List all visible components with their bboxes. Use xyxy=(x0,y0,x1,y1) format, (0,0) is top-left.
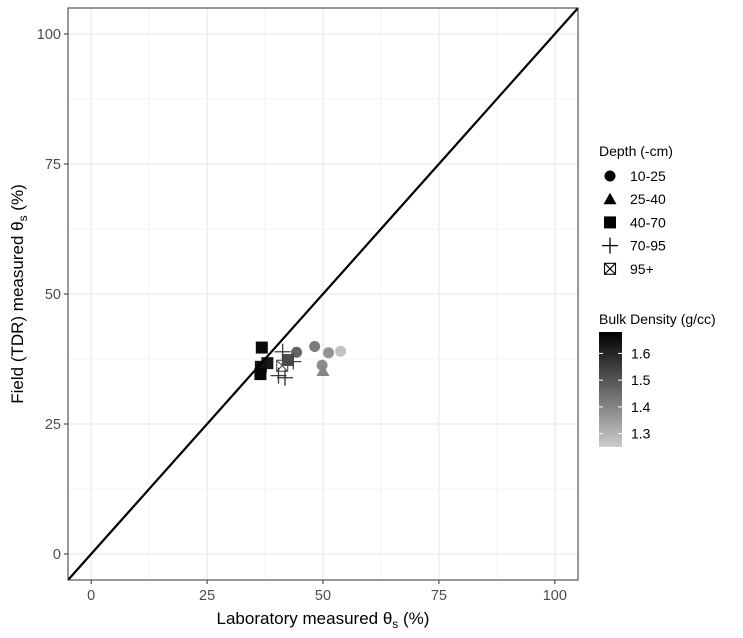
circle-marker xyxy=(323,347,335,359)
x-tick-label: 25 xyxy=(199,588,215,604)
colorbar-tick-label: 1.6 xyxy=(631,345,651,361)
circle-marker xyxy=(309,341,321,353)
x-tick-label: 75 xyxy=(431,588,447,604)
depth-legend-key xyxy=(603,192,617,205)
data-point xyxy=(270,367,287,384)
colorbar-tick-label: 1.3 xyxy=(631,426,651,442)
boxcross-marker-d2 xyxy=(604,262,616,275)
y-axis-title-subscript: s xyxy=(16,215,30,221)
depth-legend-key xyxy=(603,262,617,275)
square-marker xyxy=(254,368,267,381)
square-marker xyxy=(255,341,268,354)
depth-legend-label: 25-40 xyxy=(630,191,666,207)
depth-legend-label: 10-25 xyxy=(630,168,666,184)
data-point xyxy=(254,368,267,381)
y-tick-label: 100 xyxy=(37,27,61,43)
y-tick-label: 50 xyxy=(45,287,61,303)
data-points xyxy=(254,341,347,386)
bulk-density-legend-title: Bulk Density (g/cc) xyxy=(599,311,716,327)
data-point xyxy=(276,369,293,386)
colorbar-tick-label: 1.5 xyxy=(631,372,651,388)
depth-legend-label: 70-95 xyxy=(630,238,666,254)
square-marker xyxy=(604,216,616,229)
data-point xyxy=(323,347,335,359)
data-point xyxy=(274,343,291,360)
one-to-one-line xyxy=(67,7,579,581)
y-tick-label: 75 xyxy=(45,157,61,173)
data-point xyxy=(309,341,321,353)
x-axis-title-unit: (%) xyxy=(398,609,429,628)
colorbar xyxy=(599,332,622,447)
depth-legend-key xyxy=(604,170,616,182)
bulk-density-legend: Bulk Density (g/cc) 1.3 1.4 1.5 1.6 xyxy=(599,311,716,447)
depth-legend-key xyxy=(604,216,616,229)
x-axis-title-main: Laboratory measured θ xyxy=(217,609,393,628)
x-tick-label: 100 xyxy=(543,588,567,604)
depth-legend-label: 40-70 xyxy=(630,214,666,230)
x-axis-title-subscript: s xyxy=(392,617,398,631)
y-axis-title-main: Field (TDR) measured θ xyxy=(8,221,27,403)
x-axis-title: Laboratory measured θs (%) xyxy=(217,609,430,631)
circle-marker xyxy=(335,345,347,357)
y-axis-title-unit: (%) xyxy=(8,184,27,215)
data-point xyxy=(335,345,347,357)
triangle-marker xyxy=(316,364,330,376)
axes: 0 25 50 75 100 0 25 50 75 100 xyxy=(37,7,579,604)
x-tick-label: 0 xyxy=(87,588,95,604)
depth-legend-key xyxy=(602,237,618,254)
y-axis-title: Field (TDR) measured θs (%) xyxy=(8,184,30,404)
x-tick-label: 50 xyxy=(315,588,331,604)
boxcross-marker-box xyxy=(603,262,617,275)
depth-legend-label: 95+ xyxy=(630,261,654,277)
circle-marker xyxy=(604,170,616,182)
y-tick-label: 0 xyxy=(53,547,61,563)
triangle-marker xyxy=(603,192,617,205)
y-tick-label: 25 xyxy=(45,417,61,433)
boxcross-marker-box xyxy=(276,359,289,372)
colorbar-tick-label: 1.4 xyxy=(631,399,651,415)
data-point xyxy=(285,353,302,370)
depth-legend: Depth (-cm) 10-25 25-40 40-70 70-95 95+ xyxy=(599,143,673,277)
plot-area xyxy=(67,7,579,581)
data-point xyxy=(316,364,330,376)
depth-legend-title: Depth (-cm) xyxy=(599,143,673,159)
data-point xyxy=(255,341,268,354)
